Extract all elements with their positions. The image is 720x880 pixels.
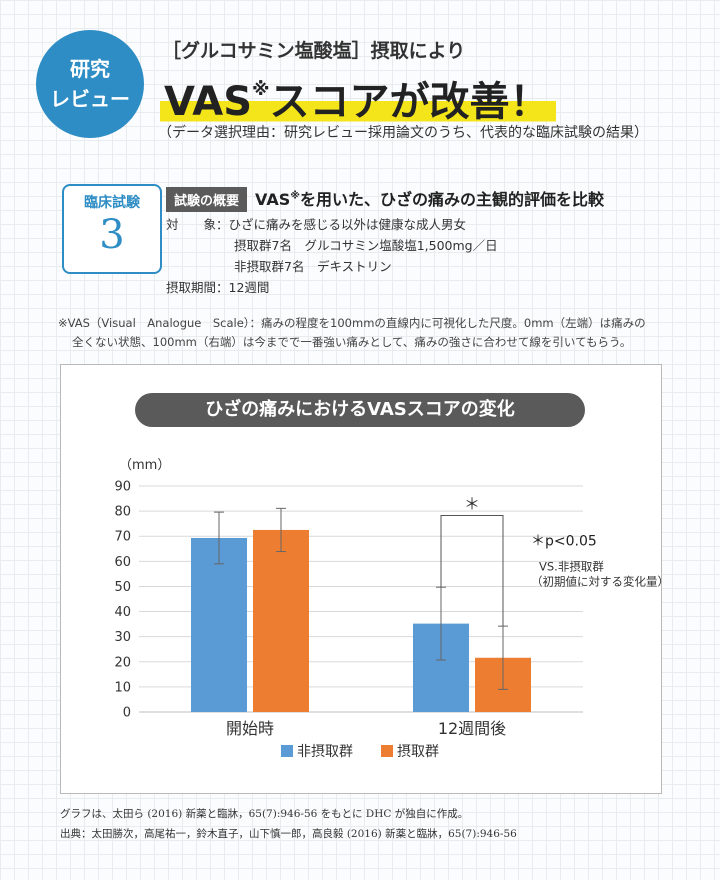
overview-title-vas: VAS xyxy=(255,190,291,209)
legend-swatch xyxy=(281,745,293,757)
significance-note: （初期値に対する変化量） xyxy=(531,575,669,589)
footer-line2: 出典：太田勝次，高尾祐一，鈴木直子，山下慎一郎，高良毅 (2016) 新薬と臨牀… xyxy=(60,828,517,840)
bar xyxy=(191,537,247,712)
bar xyxy=(253,529,309,712)
y-tick-label: 10 xyxy=(114,680,131,695)
vas-note-line2: 全くない状態、100mm（右端）は今までで一番強い痛みとして、痛みの強さに合わせ… xyxy=(72,335,632,349)
period-value: 12週間 xyxy=(228,280,270,295)
significance-marker: ＊ xyxy=(464,495,480,514)
headline-text: スコアが改善！ xyxy=(269,79,550,125)
y-tick-label: 60 xyxy=(114,555,131,570)
trial-details: 対 象： ひざに痛みを感じる以外は健康な成人男女 摂取群7名 グルコサミン塩酸塩1… xyxy=(166,214,498,298)
footer-line1: グラフは、太田ら (2016) 新薬と臨牀，65(7):946-56 をもとに … xyxy=(60,808,469,820)
research-review-badge: 研究 レビュー xyxy=(36,30,144,138)
y-axis-label: （mm） xyxy=(119,458,170,473)
chart-title: ひざの痛みにおけるVASスコアの変化 xyxy=(135,393,585,427)
clinical-trial-label: 臨床試験 xyxy=(84,195,140,211)
legend-swatch xyxy=(381,745,393,757)
overview-title: VAS※を用いた、ひざの痛みの主観的評価を比較 xyxy=(255,190,604,209)
badge-line1: 研究 xyxy=(70,57,110,81)
y-tick-label: 80 xyxy=(114,505,131,520)
vas-note-line1: ※VAS（Visual Analogue Scale）：痛みの程度を100mmの… xyxy=(58,316,646,330)
y-tick-label: 90 xyxy=(114,480,131,495)
significance-label: ＊p<0.05 xyxy=(531,534,597,550)
trial-overview: 試験の概要 VAS※を用いた、ひざの痛みの主観的評価を比較 xyxy=(166,186,604,212)
x-tick-label: 12週間後 xyxy=(438,719,506,738)
headline-subtitle: ［グルコサミン塩酸塩］摂取により xyxy=(162,40,466,62)
y-tick-label: 20 xyxy=(114,655,131,670)
headline-vas: VAS xyxy=(164,79,253,125)
significance-bracket xyxy=(440,515,504,627)
selection-reason: （データ選択理由：研究レビュー採用論文のうち、代表的な臨床試験の結果） xyxy=(158,125,648,141)
y-tick-label: 50 xyxy=(114,580,131,595)
legend-label: 非摂取群 xyxy=(297,744,353,760)
group-intake: 摂取群7名 グルコサミン塩酸塩1,500mg／日 xyxy=(234,238,498,253)
legend-label: 摂取群 xyxy=(397,744,439,760)
overview-title-mark: ※ xyxy=(290,190,300,202)
bar-chart: （mm） 0 10 20 30 40 50 60 70 80 90 開始時 12週間後 ＊ ＊p<0.05 V… xyxy=(114,458,669,760)
y-tick-label: 70 xyxy=(114,530,131,545)
clinical-trial-box: 臨床試験 3 xyxy=(62,184,162,274)
clinical-trial-number: 3 xyxy=(99,212,125,258)
overview-tag: 試験の概要 xyxy=(166,187,248,212)
y-tick-label: 30 xyxy=(114,630,131,645)
group-control: 非摂取群7名 デキストリン xyxy=(234,259,392,274)
x-tick-label: 開始時 xyxy=(226,719,274,738)
badge-line2: レビュー xyxy=(50,87,130,111)
subject-key: 対 象： xyxy=(166,217,229,232)
significance-vs: VS.非摂取群 xyxy=(539,560,604,574)
y-tick-label: 0 xyxy=(123,706,131,721)
period-key: 摂取期間： xyxy=(166,280,229,295)
subject-value: ひざに痛みを感じる以外は健康な成人男女 xyxy=(228,217,467,232)
headline-note-mark: ※ xyxy=(252,79,270,100)
overview-title-text: を用いた、ひざの痛みの主観的評価を比較 xyxy=(299,190,604,209)
footer: グラフは、太田ら (2016) 新薬と臨牀，65(7):946-56 をもとに … xyxy=(60,804,517,844)
y-tick-label: 40 xyxy=(114,605,131,620)
headline: VAS※スコアが改善！ xyxy=(160,64,556,128)
chart-panel: ひざの痛みにおけるVASスコアの変化 （mm） 0 10 20 30 40 50 60 70 80… xyxy=(60,364,669,794)
vas-note: ※VAS（Visual Analogue Scale）：痛みの程度を100mmの… xyxy=(58,314,678,352)
